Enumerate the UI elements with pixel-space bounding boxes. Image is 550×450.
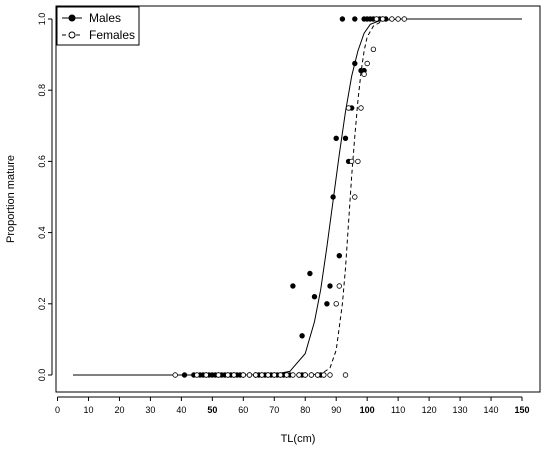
females-point bbox=[240, 372, 246, 378]
females-point bbox=[345, 105, 352, 111]
males-point bbox=[311, 294, 318, 300]
females-point bbox=[333, 301, 339, 307]
y-tick-label: 1.0 bbox=[37, 13, 47, 26]
females-point bbox=[364, 60, 370, 67]
females-point bbox=[380, 16, 386, 22]
females-point bbox=[215, 372, 222, 378]
females-point bbox=[321, 372, 327, 378]
females-point bbox=[225, 372, 231, 378]
females-point bbox=[342, 372, 349, 378]
females-point bbox=[352, 194, 358, 200]
x-tick-label: 80 bbox=[300, 405, 310, 415]
females-point bbox=[327, 372, 333, 378]
plot-frame bbox=[55, 5, 541, 393]
males-point bbox=[181, 372, 188, 378]
females-point bbox=[259, 372, 265, 378]
males-point bbox=[307, 270, 313, 277]
females-fitted-curve bbox=[73, 18, 522, 376]
legend-marker-males bbox=[68, 14, 76, 22]
males-point bbox=[290, 283, 296, 289]
x-tick-label: 70 bbox=[269, 405, 279, 415]
x-tick-label: 30 bbox=[145, 405, 155, 415]
x-tick-label: 110 bbox=[391, 405, 405, 415]
males-point bbox=[352, 16, 358, 22]
females-point bbox=[194, 372, 200, 378]
males-point bbox=[336, 253, 342, 259]
y-tick-label: 0.4 bbox=[37, 226, 47, 239]
x-tick-label: 130 bbox=[453, 405, 468, 415]
females-point bbox=[355, 158, 361, 165]
females-point bbox=[284, 372, 290, 378]
y-axis: 0.0 0.2 0.4 0.6 0.8 1.0 bbox=[37, 13, 53, 382]
females-point bbox=[302, 372, 308, 378]
females-point bbox=[358, 105, 364, 111]
legend-label-males: Males bbox=[89, 11, 121, 25]
females-point bbox=[395, 16, 401, 22]
females-point bbox=[361, 71, 367, 77]
females-point bbox=[277, 372, 284, 378]
males-point bbox=[339, 16, 346, 22]
x-tick-label: 120 bbox=[422, 405, 437, 415]
males-point bbox=[299, 333, 305, 339]
males-point bbox=[330, 194, 336, 200]
males-point bbox=[352, 60, 358, 67]
x-tick-label: 0 bbox=[55, 405, 60, 415]
females-point bbox=[246, 372, 253, 378]
y-tick-label: 0.2 bbox=[37, 298, 47, 311]
males-point bbox=[342, 135, 349, 142]
x-tick-label: 50 bbox=[207, 405, 217, 415]
x-tick-label: 20 bbox=[114, 405, 124, 415]
females-point bbox=[401, 16, 407, 22]
fitted-curves bbox=[73, 18, 522, 376]
x-tick-label: 90 bbox=[331, 405, 341, 415]
males-point bbox=[324, 301, 330, 307]
females-point bbox=[336, 283, 342, 289]
legend: Males Females bbox=[56, 6, 140, 46]
legend-box bbox=[56, 6, 140, 46]
females-point bbox=[231, 372, 237, 378]
males-point bbox=[327, 283, 333, 289]
y-tick-label: 0.6 bbox=[37, 155, 47, 168]
x-axis-title: TL(cm) bbox=[281, 433, 316, 445]
females-point bbox=[265, 372, 271, 378]
x-tick-label: 10 bbox=[83, 405, 93, 415]
females-point bbox=[389, 16, 395, 22]
legend-marker-females bbox=[68, 31, 76, 39]
x-tick-label: 150 bbox=[514, 405, 529, 415]
females-point bbox=[349, 158, 355, 165]
x-tick-label: 40 bbox=[176, 405, 186, 415]
females-point bbox=[308, 372, 315, 378]
y-axis-title: Proportion mature bbox=[5, 155, 17, 243]
y-tick-label: 0.0 bbox=[37, 369, 47, 382]
females-point bbox=[373, 16, 380, 22]
x-axis: 0 10 20 30 40 50 60 70 80 90 100 110 120 130 140 150 bbox=[55, 396, 530, 415]
data-points bbox=[172, 16, 407, 378]
females-point bbox=[370, 46, 377, 52]
females-point bbox=[271, 372, 277, 378]
males-fitted-curve bbox=[73, 18, 522, 376]
females-point bbox=[290, 372, 296, 378]
x-tick-label: 60 bbox=[238, 405, 248, 415]
males-point bbox=[333, 135, 339, 142]
x-tick-label: 100 bbox=[360, 405, 375, 415]
x-tick-label: 140 bbox=[484, 405, 499, 415]
y-tick-label: 0.8 bbox=[37, 84, 47, 97]
females-point bbox=[203, 372, 209, 378]
legend-label-females: Females bbox=[89, 28, 135, 42]
females-point bbox=[314, 372, 321, 378]
females-point bbox=[296, 372, 302, 378]
females-point bbox=[252, 372, 259, 378]
females-point bbox=[172, 372, 178, 378]
